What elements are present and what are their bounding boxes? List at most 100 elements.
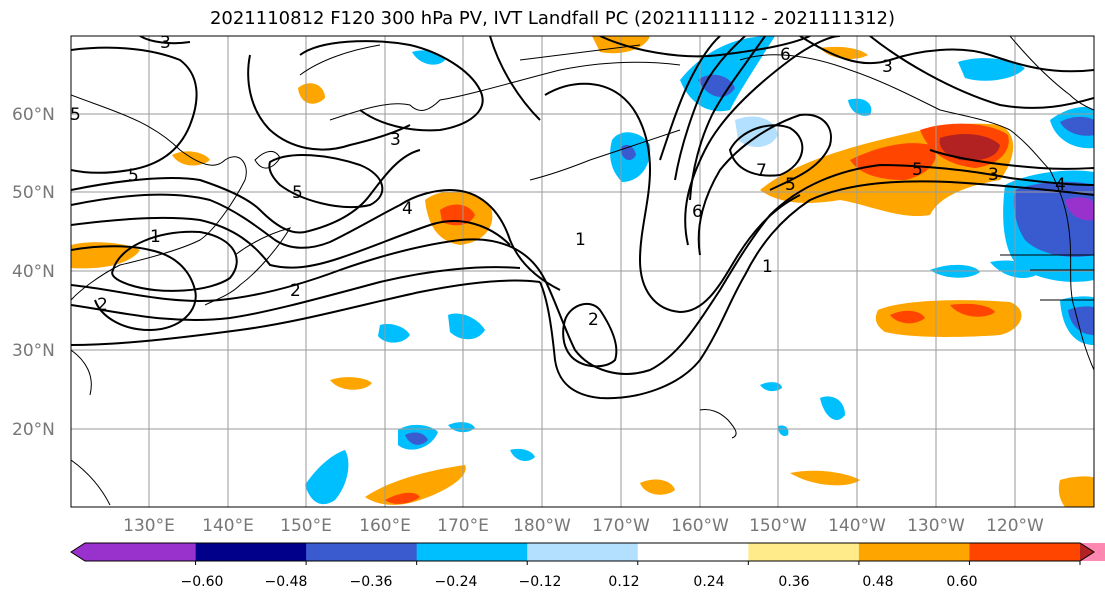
colorbar-segment — [195, 543, 307, 561]
positive-anomaly — [890, 310, 925, 324]
lat-label: 60°N — [12, 105, 55, 125]
contour-label: 1 — [762, 257, 773, 277]
positive-anomaly — [939, 134, 1000, 161]
contour-label: 3 — [988, 165, 999, 185]
positive-anomaly — [298, 83, 325, 104]
lon-label: 170°E — [437, 516, 489, 536]
positive-anomaly — [950, 303, 995, 317]
lon-label: 170°W — [592, 516, 650, 536]
negative-anomaly — [510, 448, 535, 462]
contour-label: 6 — [780, 45, 791, 65]
lat-label: 50°N — [12, 183, 55, 203]
colorbar-tick-label: −0.12 — [519, 574, 562, 590]
positive-anomaly — [330, 377, 372, 390]
coastlines — [71, 36, 1094, 506]
colorbar-tick-label: 0.12 — [608, 574, 639, 590]
colorbar-tick-label: 0.24 — [693, 574, 724, 590]
shaded-anomalies — [71, 36, 1094, 507]
colorbar-outline — [70, 542, 1095, 562]
colorbar-tick-label: −0.60 — [181, 574, 224, 590]
colorbar-segment — [637, 543, 749, 561]
negative-anomaly — [305, 450, 349, 505]
map-title: 2021110812 F120 300 hPa PV, IVT Landfall… — [209, 8, 896, 29]
contour-label: 3 — [160, 33, 171, 53]
colorbar: −0.60 −0.48 −0.36 −0.24 −0.12 0.12 0.24 … — [70, 542, 1105, 590]
colorbar-tick-label: 0.60 — [946, 574, 977, 590]
colorbar-segment — [1080, 543, 1105, 561]
contour-label: 6 — [692, 202, 703, 222]
colorbar-tick-label: −0.24 — [435, 574, 478, 590]
lon-label: 160°W — [671, 516, 729, 536]
negative-anomaly — [1060, 116, 1094, 136]
lon-label: 180°W — [513, 516, 571, 536]
contour-label: 2 — [290, 281, 301, 301]
negative-anomaly — [448, 422, 475, 433]
positive-anomaly — [71, 242, 140, 269]
negative-anomaly — [820, 396, 845, 420]
negative-anomaly — [448, 313, 485, 340]
negative-anomaly — [1065, 197, 1094, 221]
lon-label: 140°W — [828, 516, 886, 536]
lat-label: 20°N — [12, 420, 55, 440]
contour-label: 5 — [128, 166, 139, 186]
positive-anomaly — [1058, 476, 1094, 507]
positive-anomaly — [790, 470, 860, 486]
contour-label: 5 — [785, 175, 796, 195]
colorbar-tick-label: 0.48 — [862, 574, 893, 590]
colorbar-tick-label: −0.48 — [265, 574, 308, 590]
lon-label: 130°E — [123, 516, 175, 536]
contour-label: 1 — [150, 227, 161, 247]
plot-frame — [70, 35, 1095, 508]
positive-anomaly — [440, 204, 475, 226]
negative-anomaly — [760, 382, 782, 392]
lon-label: 160°E — [359, 516, 411, 536]
colorbar-segment — [306, 543, 418, 561]
lon-label: 120°W — [986, 516, 1044, 536]
colorbar-segments — [70, 542, 1105, 562]
lon-label: 150°E — [280, 516, 332, 536]
negative-anomaly — [848, 98, 872, 116]
positive-anomaly — [640, 479, 675, 495]
negative-anomaly — [405, 432, 428, 445]
contour-label: 5 — [912, 160, 923, 180]
colorbar-segment — [969, 543, 1081, 561]
negative-anomaly — [958, 58, 1025, 81]
contour-label: 4 — [1055, 175, 1066, 195]
positive-anomaly — [385, 492, 420, 504]
colorbar-segment — [748, 543, 860, 561]
plot-area: 5 3 5 5 3 4 1 2 2 1 2 6 6 7 5 1 3 5 4 3 — [70, 33, 1094, 507]
contour-label: 3 — [882, 57, 893, 77]
colorbar-segment — [858, 543, 970, 561]
pv-contours — [71, 36, 1094, 400]
contour-label: 2 — [588, 310, 599, 330]
latitude-labels: 60°N 50°N 40°N 30°N 20°N — [12, 105, 55, 440]
contour-label: 5 — [70, 105, 81, 125]
negative-anomaly — [778, 425, 789, 436]
colorbar-tick-label: 0.36 — [778, 574, 809, 590]
contour-label: 3 — [390, 130, 401, 150]
negative-anomaly — [1068, 306, 1094, 335]
colorbar-segment — [527, 543, 639, 561]
lat-label: 30°N — [12, 341, 55, 361]
contour-label: 5 — [292, 183, 303, 203]
pv-contour-labels: 5 3 5 5 3 4 1 2 2 1 2 6 6 7 5 1 3 5 4 3 — [70, 33, 1066, 330]
lat-label: 40°N — [12, 262, 55, 282]
contour-label: 1 — [575, 230, 586, 250]
longitude-labels: 130°E 140°E 150°E 160°E 170°E 180°W 170°… — [123, 516, 1044, 536]
positive-anomaly — [365, 465, 466, 505]
colorbar-segment — [71, 543, 196, 561]
colorbar-segment — [416, 543, 528, 561]
lon-label: 140°E — [202, 516, 254, 536]
colorbar-tick-label: −0.36 — [350, 574, 393, 590]
contour-label: 7 — [756, 161, 767, 181]
lon-label: 150°W — [749, 516, 807, 536]
negative-anomaly — [735, 116, 778, 147]
lon-label: 130°W — [907, 516, 965, 536]
contour-label: 4 — [402, 199, 413, 219]
colorbar-ticks — [195, 561, 1081, 565]
positive-anomaly — [850, 143, 936, 180]
positive-anomaly — [820, 46, 868, 60]
contour-label: 2 — [97, 295, 108, 315]
negative-anomaly — [378, 324, 410, 343]
colorbar-tick-labels: −0.60 −0.48 −0.36 −0.24 −0.12 0.12 0.24 … — [181, 574, 978, 590]
